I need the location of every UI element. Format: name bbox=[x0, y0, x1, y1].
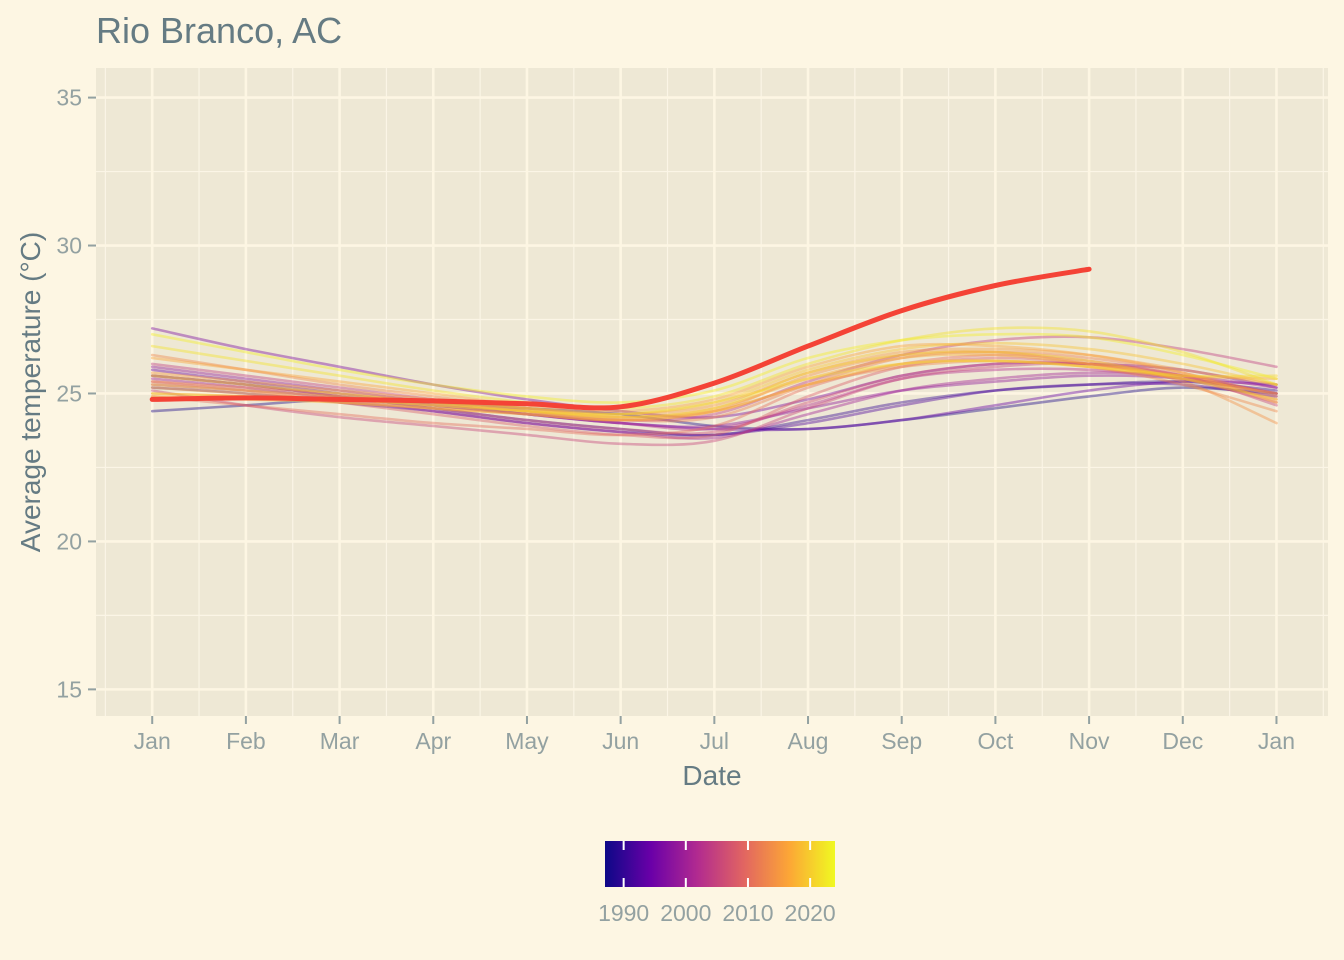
series-line bbox=[150, 374, 1278, 437]
series-line bbox=[150, 382, 1278, 437]
y-axis-title: Average temperature (°C) bbox=[15, 232, 46, 552]
series-line bbox=[150, 368, 1278, 432]
y-tick-label: 30 bbox=[56, 233, 82, 259]
chart-title: Rio Branco, AC bbox=[96, 10, 342, 51]
x-tick-label: Jul bbox=[700, 728, 729, 754]
colorbar-legend: 1990 2000 2010 2020 bbox=[598, 841, 836, 926]
highlight-layer bbox=[149, 266, 1092, 411]
x-tick-label: Mar bbox=[320, 728, 360, 754]
series-line bbox=[150, 361, 1278, 435]
plot-panel bbox=[96, 68, 1328, 716]
colorbar-tick-label: 2020 bbox=[785, 900, 836, 926]
y-tick-label: 15 bbox=[56, 676, 82, 702]
x-tick-label: Dec bbox=[1162, 728, 1203, 754]
series-line bbox=[150, 342, 1278, 413]
colorbar bbox=[605, 841, 835, 887]
series-line bbox=[150, 359, 1278, 422]
series-line bbox=[150, 356, 1278, 440]
colorbar-ticks: 1990 2000 2010 2020 bbox=[598, 841, 836, 926]
colorbar-tick-label: 1990 bbox=[598, 900, 649, 926]
series-line bbox=[150, 327, 1278, 419]
series-line bbox=[150, 353, 1278, 437]
x-axis-title: Date bbox=[682, 760, 741, 791]
series-line bbox=[150, 365, 1278, 429]
x-tick-label: Oct bbox=[978, 728, 1014, 754]
x-tick-label: Jan bbox=[1258, 728, 1295, 754]
series-line bbox=[150, 341, 1278, 416]
grid-major bbox=[96, 68, 1328, 716]
colorbar-tick-label: 2010 bbox=[722, 900, 773, 926]
series-line bbox=[150, 326, 1278, 410]
colorbar-tick-label: 2000 bbox=[660, 900, 711, 926]
series-line bbox=[150, 362, 1278, 447]
series-line bbox=[150, 350, 1278, 425]
x-axis: Jan Feb Mar Apr May Jun Jul Aug Sep Oct Nov Dec Jan bbox=[134, 716, 1295, 754]
highlight-series-line bbox=[149, 266, 1092, 411]
x-tick-label: Jan bbox=[134, 728, 171, 754]
y-axis: 15 20 25 30 35 bbox=[56, 85, 96, 702]
y-tick-label: 25 bbox=[56, 380, 82, 406]
series-line bbox=[150, 332, 1278, 404]
x-tick-label: Nov bbox=[1069, 728, 1110, 754]
y-tick-label: 35 bbox=[56, 85, 82, 111]
series-line bbox=[150, 367, 1278, 432]
x-tick-label: Aug bbox=[788, 728, 829, 754]
y-tick-label: 20 bbox=[56, 528, 82, 554]
x-tick-label: Jun bbox=[602, 728, 639, 754]
series-line bbox=[150, 347, 1278, 416]
grid-minor bbox=[96, 68, 1328, 716]
x-tick-label: Apr bbox=[415, 728, 451, 754]
x-tick-label: May bbox=[505, 728, 549, 754]
series-line bbox=[150, 350, 1278, 423]
x-tick-label: Sep bbox=[881, 728, 922, 754]
series-line bbox=[150, 350, 1278, 419]
series-line bbox=[150, 335, 1278, 422]
x-tick-label: Feb bbox=[226, 728, 266, 754]
series-line bbox=[150, 353, 1278, 419]
